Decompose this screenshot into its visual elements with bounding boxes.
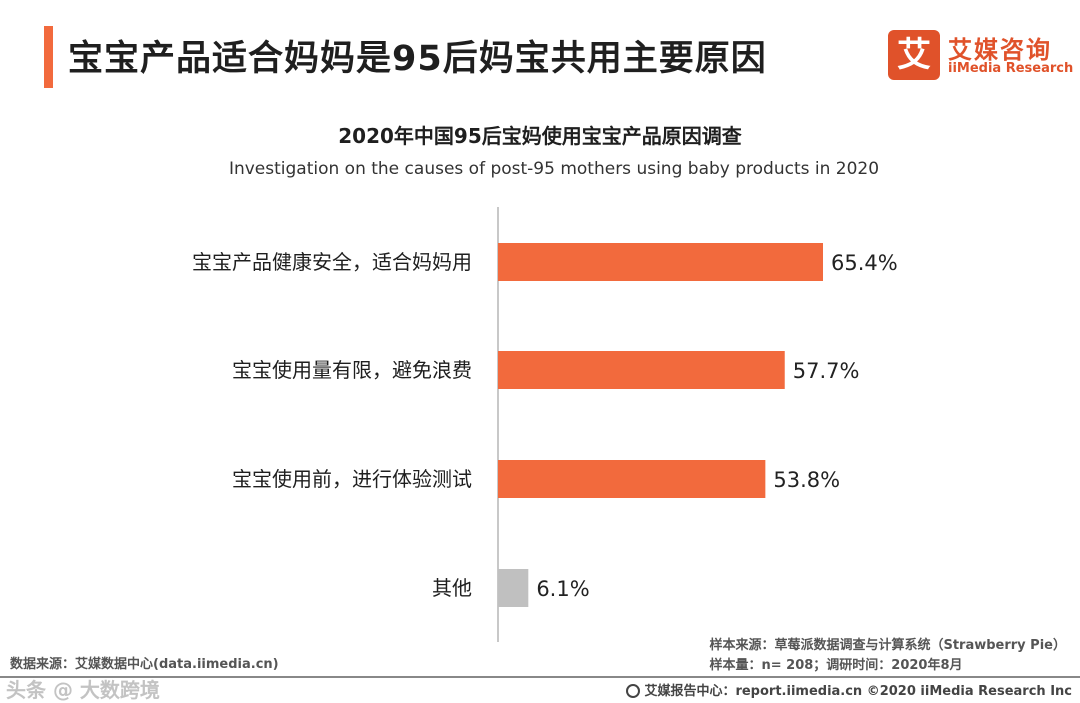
category-label-3: 其他 [432,576,472,600]
bar-1 [498,351,785,389]
category-label-2: 宝宝使用前，进行体验测试 [232,467,472,491]
page-title: 宝宝产品适合妈妈是95后妈宝共用主要原因 [68,39,767,79]
bar-3 [498,569,529,607]
value-label-2: 53.8% [773,468,840,492]
copyright-text: 艾媒报告中心：report.iimedia.cn ©2020 iiMedia R… [644,684,1072,699]
logo-cn-text: 艾媒咨询 [948,36,1052,64]
chart-title: 2020年中国95后宝妈使用宝宝产品原因调查 [338,124,742,148]
title-accent-bar [44,26,53,88]
value-label-3: 6.1% [536,577,589,601]
category-label-0: 宝宝产品健康安全，适合妈妈用 [192,250,472,274]
category-label-1: 宝宝使用量有限，避免浪费 [232,358,472,382]
chart-subtitle: Investigation on the causes of post-95 m… [228,159,880,179]
globe-icon [626,684,641,698]
sample-info: 样本来源：草莓派数据调查与计算系统（Strawberry Pie） 样本量：n=… [709,636,1066,676]
logo-en-text: iiMedia Research [948,61,1074,76]
bar-0 [498,243,823,281]
sample-source: 样本来源：草莓派数据调查与计算系统（Strawberry Pie） [709,638,1066,653]
value-label-0: 65.4% [831,251,898,275]
data-source: 数据来源：艾媒数据中心(data.iimedia.cn) [10,657,279,672]
bar-2 [498,460,766,498]
watermark: 头条 @ 大数跨境 [6,678,160,702]
logo-mark-icon: 艾 [888,30,940,80]
footer-divider [0,676,1080,678]
value-label-1: 57.7% [793,359,860,383]
iimedia-logo: 艾 艾媒咨询 iiMedia Research [888,30,1073,82]
copyright: 艾媒报告中心：report.iimedia.cn ©2020 iiMedia R… [626,680,1072,699]
sample-size: 样本量：n= 208；调研时间：2020年8月 [709,658,963,673]
